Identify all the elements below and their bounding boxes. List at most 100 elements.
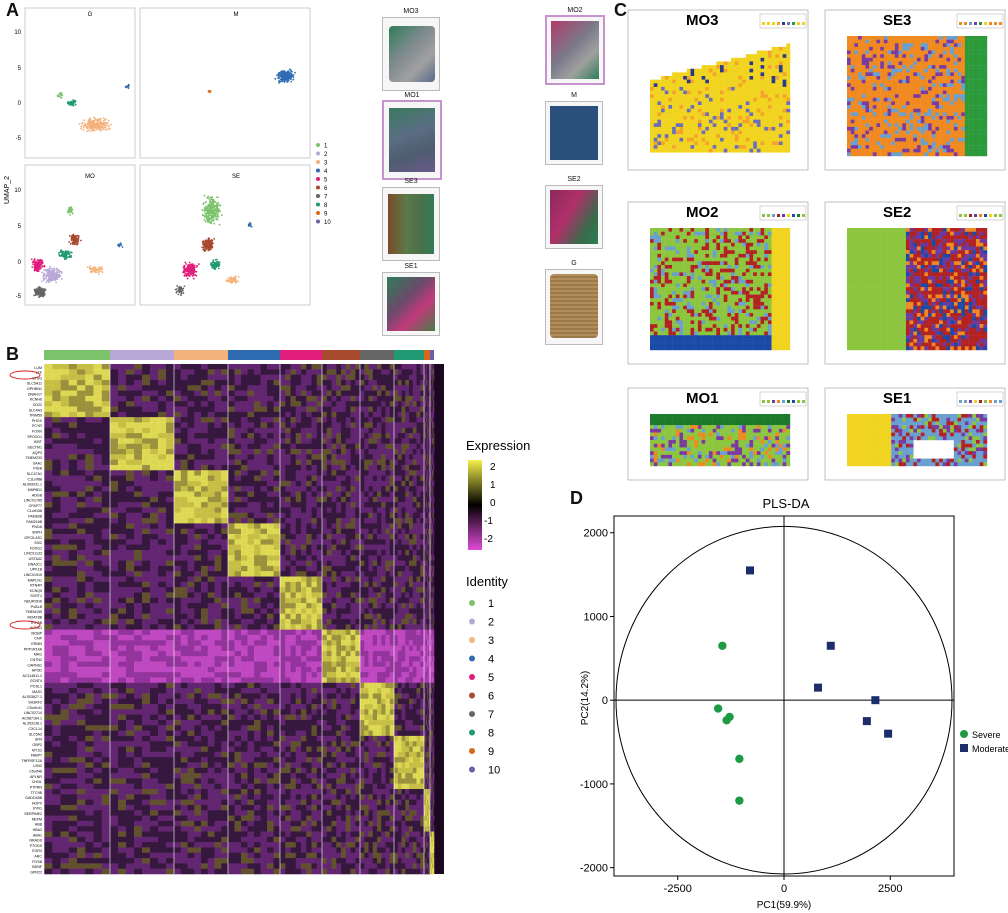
heatmap-cell: [295, 518, 302, 524]
heatmap-cell: [433, 464, 434, 471]
heatmap-cell: [432, 411, 433, 418]
heatmap-cell: [368, 379, 374, 386]
heatmap-cell: [214, 544, 222, 551]
heatmap-cell: [341, 534, 347, 540]
heatmap-cell: [322, 480, 328, 487]
heatmap-cell: [322, 390, 328, 397]
heatmap-cell: [267, 443, 274, 450]
heatmap-cell: [345, 369, 351, 375]
heatmap-cell: [326, 480, 332, 487]
heatmap-cell: [431, 406, 432, 413]
heatmap-cell: [221, 507, 229, 514]
heatmap-cell: [368, 496, 374, 503]
heatmap-cell: [311, 518, 318, 524]
umap-y-axis-label: UMAP_2: [4, 176, 11, 204]
heatmap-cell: [412, 475, 417, 482]
heatmap-cell: [364, 427, 369, 434]
heatmap-cell: [273, 417, 281, 423]
heatmap-cell: [85, 507, 94, 514]
heatmap-cell: [290, 518, 297, 524]
heatmap-cell: [409, 544, 414, 551]
cluster-bar-segment: [110, 350, 174, 360]
heatmap-cell: [77, 496, 86, 503]
heatmap-cell: [345, 454, 351, 460]
heatmap-cell: [431, 470, 432, 476]
heatmap-cell: [433, 475, 434, 482]
heatmap-cell: [425, 385, 427, 391]
heatmap-cell: [326, 534, 332, 540]
heatmap-cell: [306, 480, 312, 487]
heatmap-cell: [385, 544, 391, 551]
heatmap-cell: [201, 433, 209, 439]
heatmap-cell: [180, 374, 188, 381]
heatmap-cell: [368, 464, 374, 471]
umap-cell: [33, 265, 36, 268]
heatmap-cell: [431, 385, 432, 391]
heatmap-cell: [428, 443, 430, 450]
heatmap-cell: [241, 449, 248, 455]
legend-label: 6: [324, 186, 328, 192]
heatmap-cell: [101, 427, 111, 434]
legend-label: 4: [324, 169, 328, 175]
heatmap-cell: [401, 475, 406, 482]
heatmap-cell: [397, 443, 402, 450]
heatmap-cell: [424, 454, 426, 460]
heatmap-cell: [350, 422, 356, 429]
heatmap-cell: [260, 491, 268, 498]
heatmap-cell: [142, 549, 151, 556]
umap-cell: [54, 277, 57, 280]
heatmap-cell: [331, 385, 337, 391]
heatmap-cell: [254, 411, 261, 418]
umap-cell: [44, 269, 47, 271]
heatmap-cell: [126, 438, 135, 444]
heatmap-cell: [430, 502, 432, 508]
heatmap-cell: [295, 369, 302, 375]
heatmap-cell: [416, 523, 421, 529]
umap-cell: [70, 100, 73, 103]
heatmap-cell: [424, 449, 426, 455]
umap-ytick: 10: [14, 30, 21, 36]
heatmap-cell: [331, 518, 337, 524]
heatmap-cell: [85, 417, 94, 423]
heatmap-cell: [394, 395, 399, 402]
heatmap-cell: [118, 433, 127, 439]
heatmap-cell: [52, 459, 61, 466]
heatmap-cell: [341, 433, 347, 439]
heatmap-cell: [381, 475, 386, 482]
heatmap-cell: [207, 549, 215, 556]
umap-cell: [56, 272, 59, 275]
heatmap-cell: [432, 369, 434, 375]
heatmap-cell: [430, 502, 431, 508]
heatmap-cell: [273, 480, 281, 487]
heatmap-cell: [416, 528, 421, 535]
heatmap-cell: [44, 486, 53, 492]
heatmap-cell: [214, 475, 222, 482]
heatmap-cell: [326, 518, 332, 524]
heatmap-cell: [158, 512, 167, 519]
heatmap-cell: [336, 507, 342, 514]
heatmap-cell: [322, 433, 328, 439]
umap-cell: [189, 267, 192, 270]
heatmap-cell: [214, 364, 222, 370]
heatmap-cell: [306, 512, 312, 519]
heatmap-cell: [241, 502, 248, 508]
umap-cell: [63, 258, 66, 261]
heatmap-cell: [389, 496, 395, 503]
heatmap-cell: [426, 528, 428, 535]
heatmap-cell: [207, 544, 215, 551]
heatmap-cell: [409, 385, 414, 391]
heatmap-cell: [433, 470, 434, 476]
heatmap-cell: [389, 406, 395, 413]
heatmap-cell: [174, 422, 182, 429]
umap-cell: [100, 129, 102, 132]
heatmap-cell: [290, 475, 297, 482]
umap-cell: [42, 279, 45, 281]
heatmap-cell: [336, 422, 342, 429]
heatmap-cell: [431, 464, 433, 471]
heatmap-cell: [360, 523, 365, 529]
heatmap-cell: [368, 502, 374, 508]
heatmap-cell: [427, 390, 429, 397]
umap-cell: [207, 216, 210, 218]
heatmap-cell: [424, 507, 426, 514]
heatmap-cell: [416, 539, 421, 545]
